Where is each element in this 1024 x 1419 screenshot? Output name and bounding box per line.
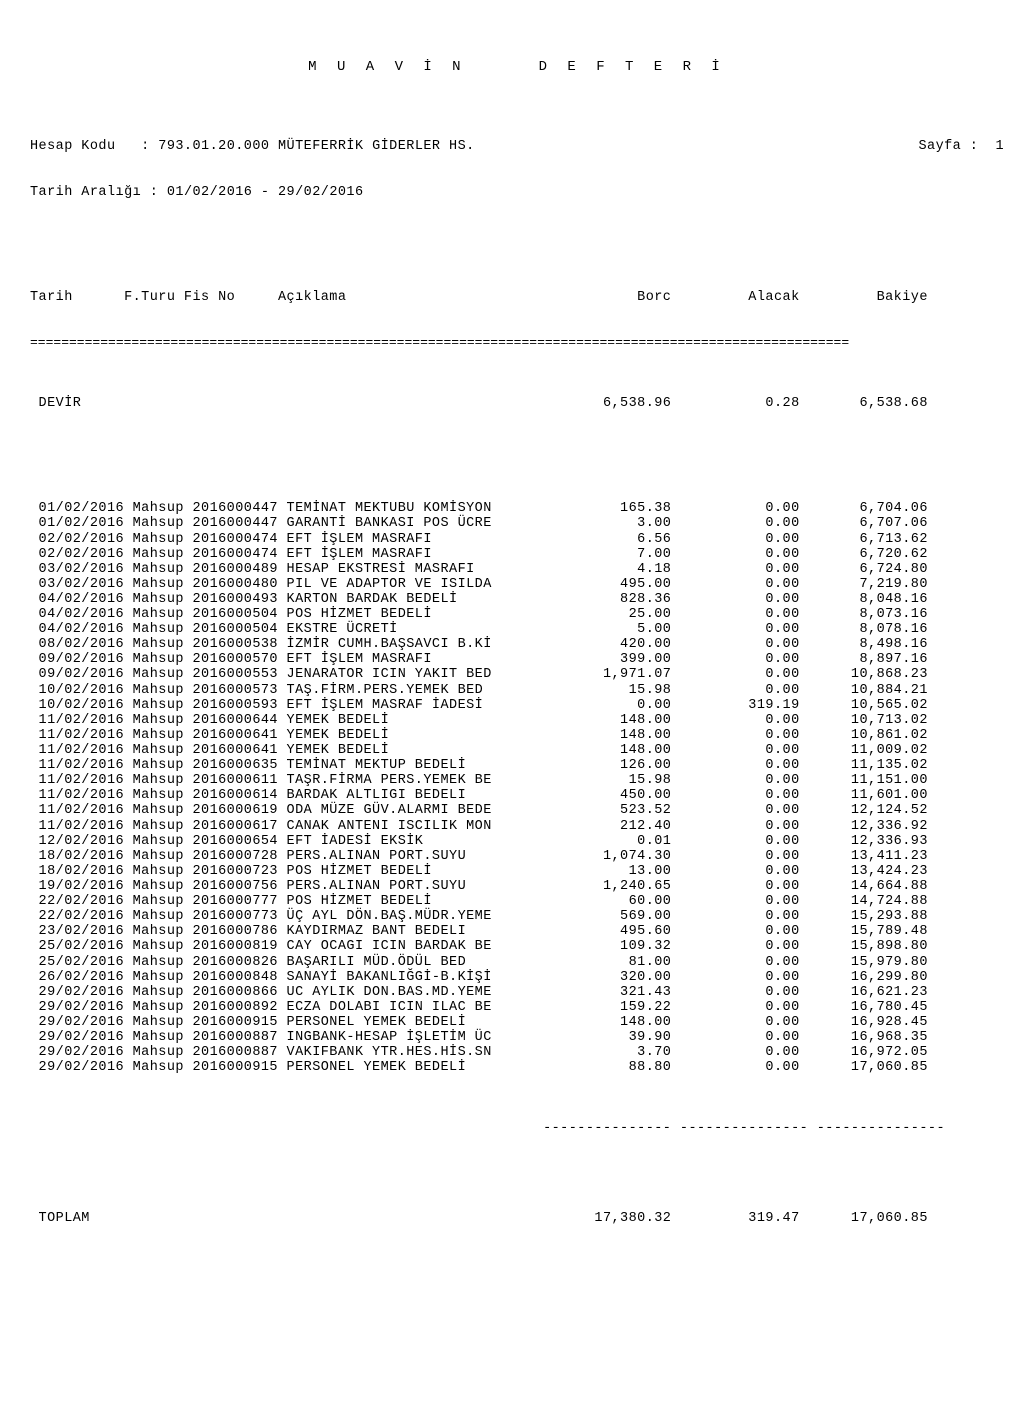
table-row: 03/02/2016 Mahsup 2016000480 PIL VE ADAP… [30,577,1004,592]
table-row: 03/02/2016 Mahsup 2016000489 HESAP EKSTR… [30,562,1004,577]
table-row: 11/02/2016 Mahsup 2016000619 ODA MÜZE GÜ… [30,803,1004,818]
table-row: 22/02/2016 Mahsup 2016000777 POS HİZMET … [30,894,1004,909]
blank [30,230,1004,245]
table-row: 19/02/2016 Mahsup 2016000756 PERS.ALINAN… [30,879,1004,894]
table-row: 09/02/2016 Mahsup 2016000553 JENARATOR I… [30,667,1004,682]
table-row: 10/02/2016 Mahsup 2016000573 TAŞ.FİRM.PE… [30,683,1004,698]
table-row: 04/02/2016 Mahsup 2016000493 KARTON BARD… [30,592,1004,607]
blank [30,441,1004,456]
table-row: 26/02/2016 Mahsup 2016000848 SANAYİ BAKA… [30,970,1004,985]
table-row: 25/02/2016 Mahsup 2016000819 CAY OCAGI I… [30,939,1004,954]
devir-row: DEVİR 6,538.96 0.28 6,538.68 [30,396,1004,411]
table-row: 29/02/2016 Mahsup 2016000892 ECZA DOLABI… [30,1000,1004,1015]
table-row: 18/02/2016 Mahsup 2016000728 PERS.ALINAN… [30,849,1004,864]
table-row: 25/02/2016 Mahsup 2016000826 BAŞARILI MÜ… [30,955,1004,970]
toplam-row: TOPLAM 17,380.32 319.47 17,060.85 [30,1211,1004,1226]
table-row: 04/02/2016 Mahsup 2016000504 POS HİZMET … [30,607,1004,622]
table-row: 29/02/2016 Mahsup 2016000887 INGBANK-HES… [30,1030,1004,1045]
column-header: Tarih F.Turu Fis No Açıklama Borc Alacak… [30,290,1004,305]
table-row: 02/02/2016 Mahsup 2016000474 EFT İŞLEM M… [30,532,1004,547]
table-row: 01/02/2016 Mahsup 2016000447 TEMİNAT MEK… [30,501,1004,516]
separator: ========================================… [30,336,1004,351]
table-row: 02/02/2016 Mahsup 2016000474 EFT İŞLEM M… [30,547,1004,562]
table-row: 11/02/2016 Mahsup 2016000614 BARDAK ALTL… [30,788,1004,803]
dash-separator: --------------- --------------- --------… [30,1121,1004,1136]
table-row: 11/02/2016 Mahsup 2016000635 TEMİNAT MEK… [30,758,1004,773]
table-row: 29/02/2016 Mahsup 2016000866 UC AYLIK DO… [30,985,1004,1000]
table-row: 23/02/2016 Mahsup 2016000786 KAYDIRMAZ B… [30,924,1004,939]
blank [30,1166,1004,1181]
page-title: M U A V İ N D E F T E R İ [30,60,1004,76]
hesap-kodu: Hesap Kodu : 793.01.20.000 MÜTEFERRİK Gİ… [30,139,475,154]
sayfa: Sayfa : 1 [918,139,1004,154]
table-row: 11/02/2016 Mahsup 2016000611 TAŞR.FİRMA … [30,773,1004,788]
table-row: 12/02/2016 Mahsup 2016000654 EFT İADESİ … [30,834,1004,849]
table-row: 04/02/2016 Mahsup 2016000504 EKSTRE ÜCRE… [30,622,1004,637]
table-row: 10/02/2016 Mahsup 2016000593 EFT İŞLEM M… [30,698,1004,713]
table-row: 08/02/2016 Mahsup 2016000538 İZMİR CUMH.… [30,637,1004,652]
table-row: 29/02/2016 Mahsup 2016000915 PERSONEL YE… [30,1060,1004,1075]
table-row: 18/02/2016 Mahsup 2016000723 POS HİZMET … [30,864,1004,879]
tarih-araligi: Tarih Aralığı : 01/02/2016 - 29/02/2016 [30,185,1004,200]
table-row: 29/02/2016 Mahsup 2016000915 PERSONEL YE… [30,1015,1004,1030]
header-line-1: Hesap Kodu : 793.01.20.000 MÜTEFERRİK Gİ… [30,139,1004,154]
table-row: 22/02/2016 Mahsup 2016000773 ÜÇ AYL DÖN.… [30,909,1004,924]
table-row: 11/02/2016 Mahsup 2016000641 YEMEK BEDEL… [30,743,1004,758]
table-row: 11/02/2016 Mahsup 2016000617 CANAK ANTEN… [30,819,1004,834]
table-row: 09/02/2016 Mahsup 2016000570 EFT İŞLEM M… [30,652,1004,667]
table-row: 01/02/2016 Mahsup 2016000447 GARANTİ BAN… [30,516,1004,531]
table-row: 29/02/2016 Mahsup 2016000887 VAKIFBANK Y… [30,1045,1004,1060]
table-row: 11/02/2016 Mahsup 2016000641 YEMEK BEDEL… [30,728,1004,743]
ledger-page: M U A V İ N D E F T E R İ Hesap Kodu : 7… [0,0,1024,1272]
table-row: 11/02/2016 Mahsup 2016000644 YEMEK BEDEL… [30,713,1004,728]
ledger-rows: 01/02/2016 Mahsup 2016000447 TEMİNAT MEK… [30,501,1004,1075]
